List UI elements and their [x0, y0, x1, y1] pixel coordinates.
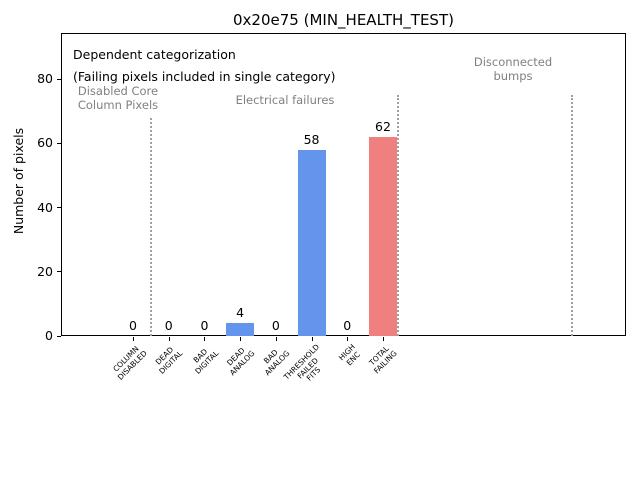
x-tick-label: THRESHOLD FAILED FITS — [282, 342, 323, 383]
plot-area — [61, 33, 626, 336]
x-tick-mark — [240, 337, 242, 341]
y-tick-mark — [57, 207, 61, 208]
y-tick-mark — [57, 142, 61, 144]
bar-value-label: 0 — [343, 318, 352, 333]
bar — [297, 149, 326, 336]
x-tick-label: BAD DIGITAL — [191, 346, 221, 376]
chart-title: 0x20e75 (MIN_HEALTH_TEST) — [233, 11, 454, 29]
y-tick-label: 0 — [45, 328, 53, 343]
bar — [226, 323, 255, 336]
x-tick-mark — [168, 337, 170, 341]
section-label: Electrical failures — [235, 93, 335, 107]
bar-value-label: 0 — [271, 318, 280, 333]
section-divider-line — [150, 118, 152, 336]
y-tick-mark — [57, 78, 61, 80]
annotation-dependent-categorization: Dependent categorization — [73, 47, 236, 62]
y-tick-label: 80 — [37, 71, 53, 86]
y-tick-mark — [57, 335, 61, 337]
y-tick-label: 60 — [37, 135, 53, 151]
section-divider-line — [571, 95, 573, 336]
x-tick-mark — [382, 337, 384, 341]
bar-value-label: 0 — [129, 318, 137, 333]
section-label: Disconnected bumps — [473, 55, 553, 83]
y-tick-label: 40 — [37, 199, 53, 215]
bar-value-label: 0 — [164, 318, 173, 333]
y-tick-mark — [57, 271, 61, 273]
bar-value-label: 58 — [303, 131, 320, 147]
x-tick-label: DEAD ANALOG — [224, 345, 256, 377]
x-tick-mark — [275, 337, 277, 341]
bar-value-label: 0 — [200, 318, 209, 333]
x-tick-mark — [133, 337, 134, 341]
x-tick-label: COLUMN DISABLED — [111, 344, 149, 382]
bar-value-label: 4 — [236, 305, 245, 321]
bar-value-label: 62 — [375, 118, 391, 134]
x-tick-label: HIGH ENC — [336, 342, 362, 368]
section-label: Disabled Core Column Pixels — [77, 84, 159, 112]
x-tick-mark — [311, 337, 313, 341]
bar — [368, 136, 397, 336]
section-divider-line — [397, 95, 399, 336]
x-tick-mark — [204, 337, 206, 341]
annotation-failing-pixels-note: (Failing pixels included in single categ… — [73, 69, 336, 84]
x-tick-label: DEAD DIGITAL — [154, 345, 185, 376]
x-tick-mark — [347, 337, 349, 341]
x-tick-label: TOTAL FAILING — [367, 344, 399, 376]
y-tick-label: 20 — [37, 263, 53, 279]
